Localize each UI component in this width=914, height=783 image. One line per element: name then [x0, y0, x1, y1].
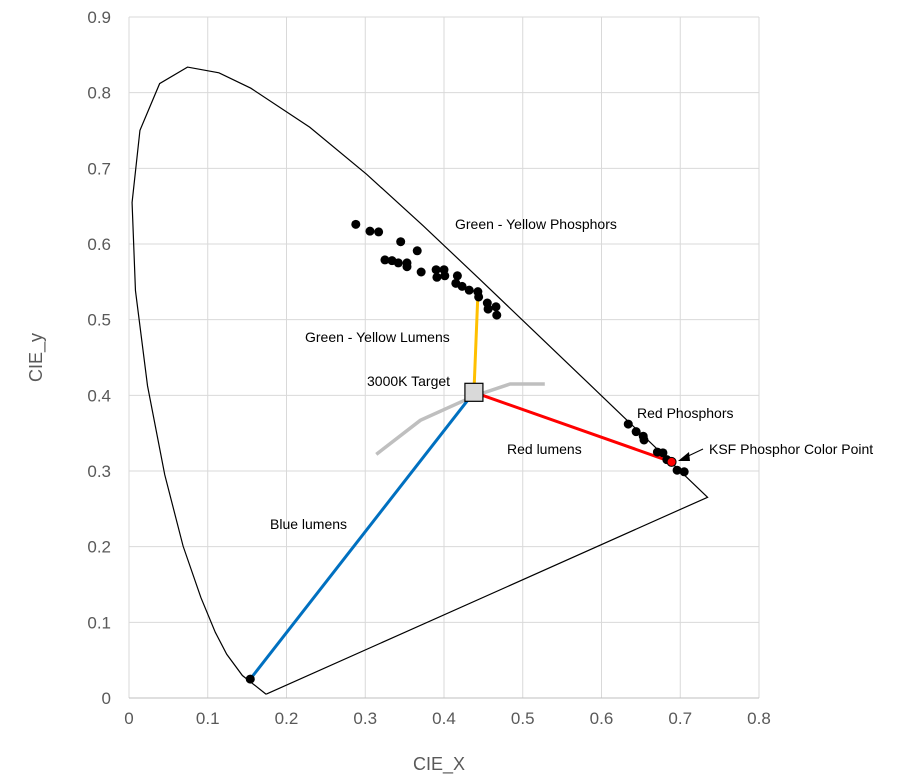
- point-green-yellow-phosphors: [412, 246, 422, 256]
- point-green-yellow-phosphors: [365, 226, 375, 236]
- y-tick-label: 0.5: [87, 311, 111, 330]
- x-tick-label: 0.3: [353, 709, 377, 728]
- point-green-yellow-phosphors: [457, 281, 467, 291]
- spectral-locus: [131, 66, 709, 695]
- y-tick-label: 0.1: [87, 613, 111, 632]
- annotation-green-yellow-lumens: Green - Yellow Lumens: [305, 329, 450, 345]
- point-green-yellow-phosphors: [491, 302, 501, 312]
- point-green-yellow-phosphors: [416, 267, 426, 277]
- annotation-red-lumens: Red lumens: [507, 441, 582, 457]
- x-tick-label: 0.6: [590, 709, 614, 728]
- target-marker: [464, 382, 484, 402]
- point-blue: [245, 674, 255, 684]
- y-tick-label: 0.2: [87, 538, 111, 557]
- x-axis-title: CIE_X: [413, 754, 465, 775]
- point-green-yellow-phosphors: [393, 258, 403, 268]
- x-tick-label: 0.7: [668, 709, 692, 728]
- y-tick-label: 0: [102, 689, 111, 708]
- ksf-arrow-head: [678, 452, 690, 461]
- point-green-yellow-phosphors: [432, 272, 442, 282]
- x-tick-label: 0.2: [275, 709, 299, 728]
- y-axis-title: CIE_y: [26, 333, 47, 382]
- x-tick-label: 0.8: [747, 709, 771, 728]
- x-tick-label: 0.4: [432, 709, 456, 728]
- point-green-yellow-phosphors: [474, 292, 484, 302]
- x-tick-label: 0.5: [511, 709, 535, 728]
- annotation-blue-lumens: Blue lumens: [270, 516, 347, 532]
- x-tick-label: 0.1: [196, 709, 220, 728]
- point-green-yellow-phosphors: [464, 285, 474, 295]
- point-green-yellow-phosphors: [440, 271, 450, 281]
- point-green-yellow-phosphors: [351, 219, 361, 229]
- line-blue-lumens: [249, 391, 476, 681]
- point-red-phosphors: [679, 467, 689, 477]
- point-green-yellow-phosphors: [452, 271, 462, 281]
- point-green-yellow-phosphors: [396, 237, 406, 247]
- point-green-yellow-phosphors: [374, 227, 384, 237]
- point-ksf-phosphor-color-point: [666, 456, 677, 467]
- x-tick-label: 0: [124, 709, 133, 728]
- point-green-yellow-phosphors: [492, 310, 502, 320]
- point-green-yellow-phosphors: [483, 304, 493, 314]
- y-tick-label: 0.6: [87, 235, 111, 254]
- annotation-red-phosphors: Red Phosphors: [637, 405, 734, 421]
- annotation-green-yellow-phosphors: Green - Yellow Phosphors: [455, 216, 617, 232]
- annotation-ksf-phosphor-color-point: KSF Phosphor Color Point: [709, 441, 873, 457]
- point-red-phosphors: [639, 435, 649, 445]
- point-red-phosphors: [658, 448, 668, 458]
- point-green-yellow-phosphors: [431, 265, 441, 275]
- y-tick-label: 0.3: [87, 462, 111, 481]
- point-red-phosphors: [623, 419, 633, 429]
- line-red-lumens: [473, 390, 673, 464]
- y-tick-label: 0.4: [87, 386, 111, 405]
- y-tick-label: 0.8: [87, 84, 111, 103]
- point-red-phosphors: [631, 427, 641, 437]
- annotation-3000k-target: 3000K Target: [367, 373, 450, 389]
- point-green-yellow-phosphors: [402, 262, 412, 272]
- y-tick-label: 0.9: [87, 8, 111, 27]
- point-red-phosphors: [672, 465, 682, 475]
- point-green-yellow-phosphors: [380, 255, 390, 265]
- line-green-yellow-lumens: [472, 294, 480, 393]
- y-tick-label: 0.7: [87, 159, 111, 178]
